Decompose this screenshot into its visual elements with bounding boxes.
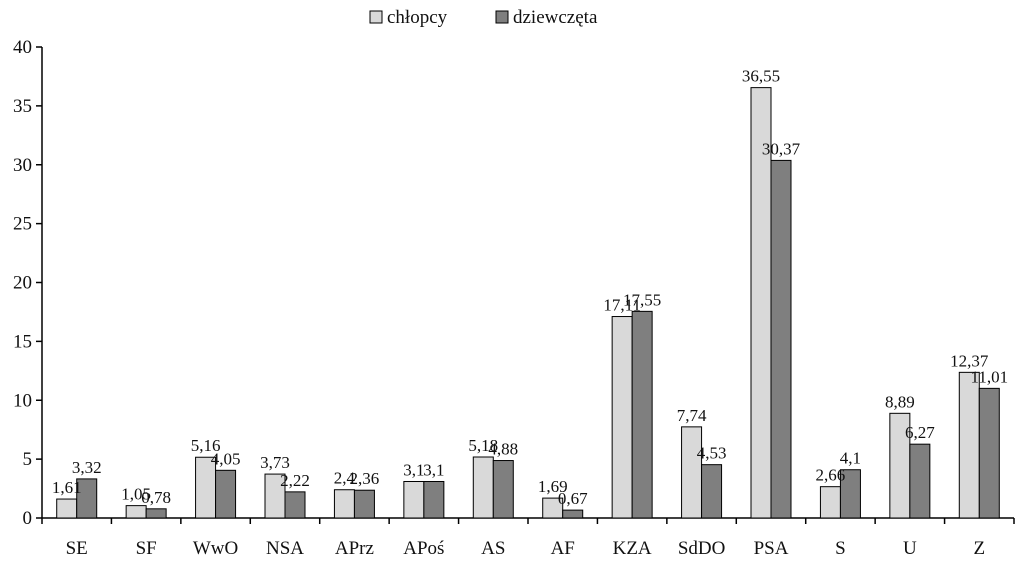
x-category-label: WwO: [193, 538, 238, 559]
data-label-chlopcy: 36,55: [742, 67, 780, 86]
bar-dziewczeta: [215, 469, 237, 519]
x-category-label: NSA: [266, 538, 304, 559]
bar-chlopcy: [958, 371, 980, 519]
bar-dziewczeta: [631, 310, 653, 519]
legend-swatch-chlopcy: [369, 10, 383, 24]
bar-dziewczeta: [145, 508, 167, 519]
data-label-dziewczeta: 17,55: [623, 290, 661, 309]
y-axis: 0 5 10 15 20 25 30 35 40: [13, 37, 43, 529]
x-category-label: PSA: [754, 538, 789, 559]
y-tick-label: 5: [23, 449, 33, 470]
data-label-dziewczeta: 30,37: [762, 139, 801, 158]
x-category-label: SE: [66, 538, 88, 559]
x-category-label: APrz: [335, 538, 374, 559]
data-label-chlopcy: 7,74: [677, 406, 707, 425]
x-category-label: SF: [136, 538, 157, 559]
data-label-dziewczeta: 2,22: [280, 471, 310, 490]
y-tick-label: 40: [13, 37, 32, 58]
x-category-label: S: [835, 538, 846, 559]
data-label-dziewczeta: 3,32: [72, 458, 102, 477]
bars: [56, 87, 1000, 519]
bar-chlopcy: [819, 486, 841, 519]
data-label-dziewczeta: 0,67: [558, 489, 588, 508]
y-tick-label: 35: [13, 96, 32, 117]
y-tick-label: 15: [13, 331, 32, 352]
data-label-chlopcy: 3,1: [403, 460, 424, 479]
data-label-chlopcy: 3,73: [260, 453, 290, 472]
bar-dziewczeta: [423, 480, 445, 519]
data-label-chlopcy: 12,37: [950, 351, 989, 370]
x-category-label: Z: [973, 538, 985, 559]
bar-dziewczeta: [909, 443, 931, 519]
bar-dziewczeta: [492, 460, 514, 519]
bar-chlopcy: [542, 497, 564, 519]
bar-dziewczeta: [353, 489, 375, 519]
x-category-label: APoś: [403, 538, 444, 559]
data-label-chlopcy: 17,11: [603, 296, 641, 315]
data-label-dziewczeta: 2,36: [350, 469, 380, 488]
data-label-chlopcy: 1,61: [52, 478, 82, 497]
x-category-label: AS: [481, 538, 505, 559]
y-tick-label: 25: [13, 214, 32, 235]
legend-label-dziewczeta: dziewczęta: [513, 7, 598, 28]
x-category-label: AF: [551, 538, 575, 559]
data-label-chlopcy: 1,05: [121, 485, 151, 504]
y-tick-label: 20: [13, 273, 32, 294]
data-label-dziewczeta: 0,78: [141, 488, 171, 507]
bar-chlopcy: [403, 480, 425, 519]
data-label-dziewczeta: 11,01: [970, 367, 1008, 386]
data-label-chlopcy: 1,69: [538, 477, 568, 496]
x-category-label: U: [903, 538, 917, 559]
x-category-label: SdDO: [678, 538, 726, 559]
bar-dziewczeta: [701, 464, 723, 519]
bar-chlopcy: [333, 489, 355, 519]
data-label-dziewczeta: 6,27: [905, 423, 935, 442]
bar-dziewczeta: [76, 478, 98, 519]
legend-swatch-dziewczeta: [495, 10, 509, 24]
data-label-chlopcy: 8,89: [885, 392, 915, 411]
y-tick-label: 0: [23, 508, 33, 529]
y-tick-label: 30: [13, 155, 32, 176]
bar-chlopcy: [472, 456, 494, 519]
bar-chlopcy: [56, 498, 78, 519]
bar-dziewczeta: [770, 159, 792, 519]
data-labels: 1,613,32 1,050,78 5,164,05 3,732,22 2,42,36 3…: [52, 67, 1008, 508]
bar-dziewczeta: [284, 491, 306, 519]
x-axis: SE SF WwO NSA APrz APoś AS AF KZA SdDO PSA S U Z: [41, 517, 1015, 559]
bar-chlopcy: [611, 316, 633, 519]
data-label-dziewczeta: 3,1: [423, 460, 444, 479]
bar-dziewczeta: [978, 387, 1000, 519]
data-label-chlopcy: 5,16: [191, 436, 221, 455]
data-label-dziewczeta: 4,05: [211, 449, 241, 468]
y-tick-label: 10: [13, 390, 32, 411]
data-label-dziewczeta: 4,88: [488, 440, 518, 459]
data-label-chlopcy: 2,66: [816, 466, 846, 485]
bar-dziewczeta: [562, 509, 584, 519]
legend: chłopcy dziewczęta: [369, 7, 598, 28]
bar-dziewczeta: [839, 469, 861, 519]
bar-chlopcy: [125, 505, 147, 519]
data-label-dziewczeta: 4,53: [697, 444, 727, 463]
legend-label-chlopcy: chłopcy: [387, 7, 448, 28]
x-category-label: KZA: [613, 538, 652, 559]
bar-chlopcy: [681, 426, 703, 519]
data-label-chlopcy: 2,4: [334, 469, 356, 488]
data-label-chlopcy: 5,18: [468, 436, 498, 455]
data-label-dziewczeta: 4,1: [840, 449, 861, 468]
